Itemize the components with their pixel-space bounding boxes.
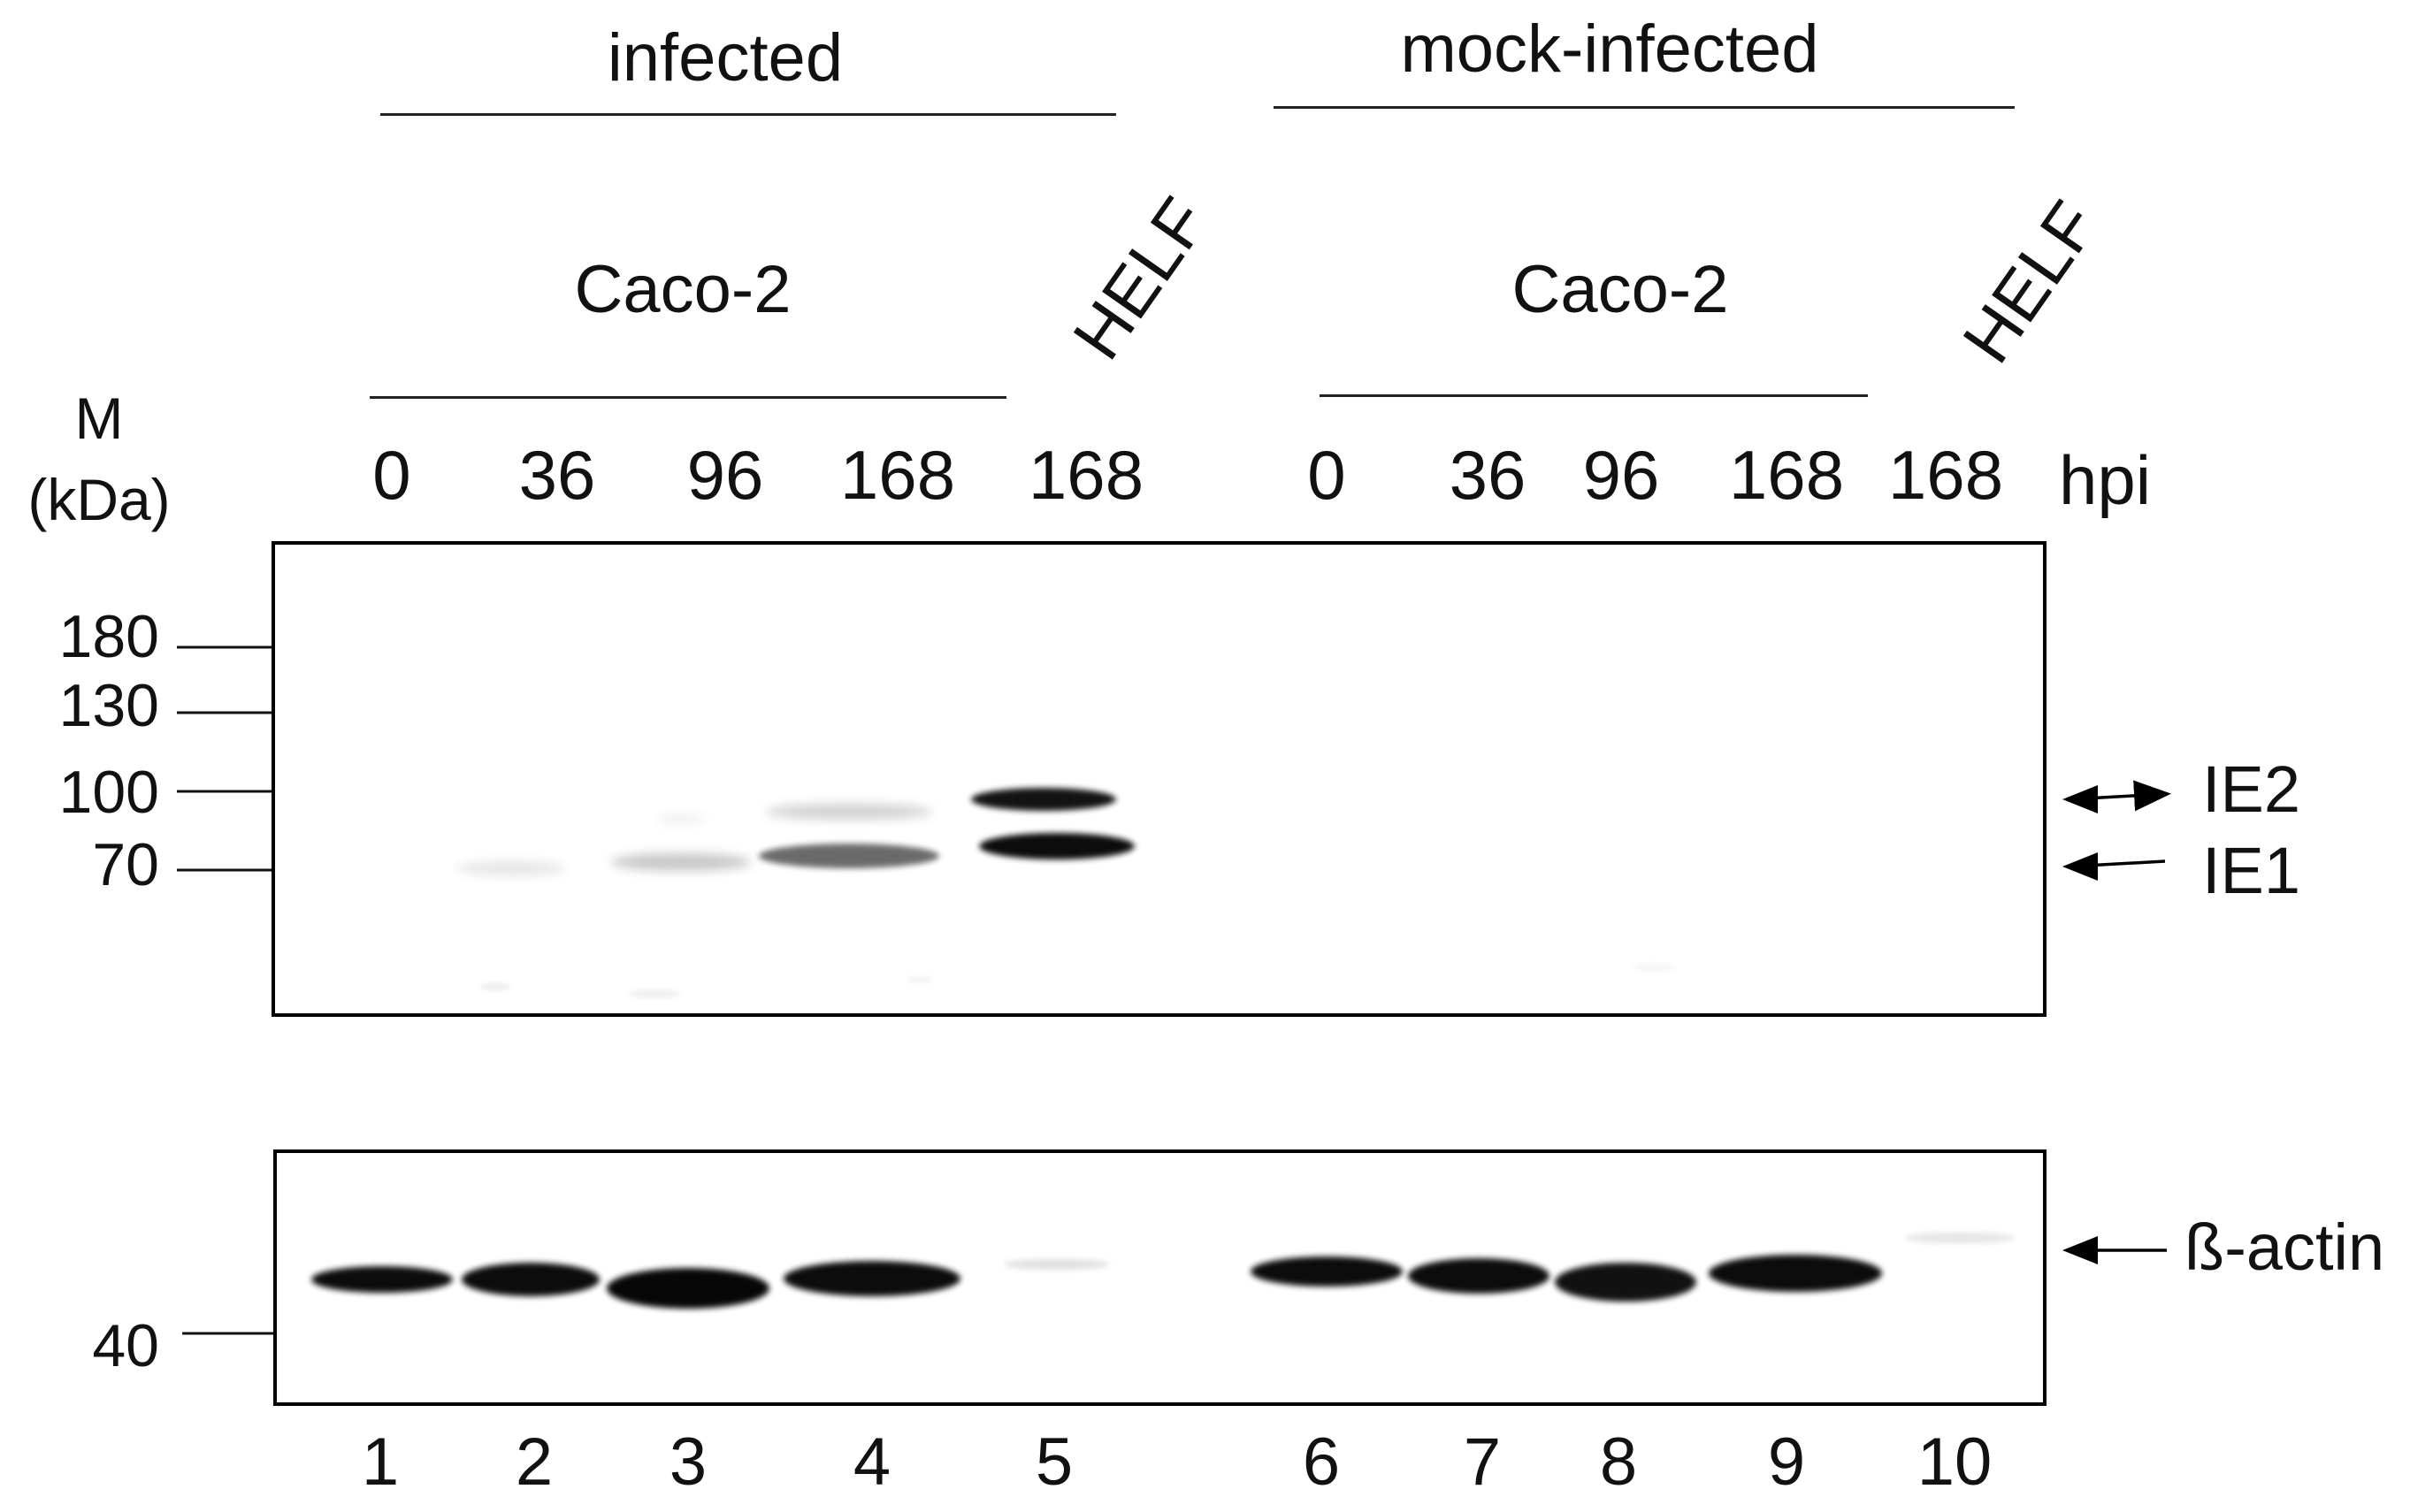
lane-number-2: 2: [515, 1424, 554, 1500]
band-actin: [311, 1233, 2015, 1309]
lane-number-4: 4: [853, 1424, 891, 1500]
marker-label-130: 130: [58, 672, 159, 739]
group-label-mock-infected: mock-infected: [1400, 11, 1819, 87]
cell-line-label-caco2-infected: Caco-2: [574, 252, 792, 327]
time-unit-label: hpi: [2059, 441, 2152, 519]
lane-number-5: 5: [1035, 1424, 1074, 1500]
timepoint-lane-4: 168: [839, 436, 956, 514]
cell-line-line-infected: [370, 396, 1006, 399]
blot-background-specks: [479, 965, 1675, 997]
arrowhead-ie2: [2062, 785, 2098, 813]
lane-number-7: 7: [1463, 1424, 1502, 1500]
lane-number-6: 6: [1302, 1424, 1341, 1500]
timepoint-lane-2: 36: [518, 436, 596, 514]
lane-number-1: 1: [361, 1424, 400, 1500]
lane-number-8: 8: [1599, 1424, 1638, 1500]
marker-header-kda: (kDa): [27, 467, 171, 532]
timepoint-lane-3: 96: [686, 436, 764, 514]
group-line-infected: [380, 113, 1116, 116]
lane-number-10: 10: [1917, 1424, 1993, 1500]
band-label-actin: ß-actin: [2184, 1210, 2385, 1284]
group-label-infected: infected: [607, 20, 844, 95]
cell-line-label-caco2-mock: Caco-2: [1511, 252, 1729, 327]
lane-number-3: 3: [669, 1424, 708, 1500]
band-ie1: [456, 833, 1135, 875]
timepoint-lane-10: 168: [1887, 436, 2004, 514]
marker-label-180: 180: [58, 603, 159, 670]
band-ie2: [656, 788, 1116, 824]
timepoint-lane-8: 96: [1582, 436, 1660, 514]
marker-label-40: 40: [92, 1312, 159, 1379]
group-line-mock-infected: [1274, 106, 2015, 109]
blot-panel-ie: [272, 541, 2047, 1017]
timepoint-lane-7: 36: [1449, 436, 1526, 514]
band-label-ie1: IE1: [2202, 834, 2301, 907]
arrowhead-actin: [2062, 1236, 2098, 1264]
marker-header-m: M: [74, 386, 124, 451]
cell-line-line-mock: [1320, 394, 1868, 397]
timepoint-lane-1: 0: [372, 436, 411, 514]
marker-label-100: 100: [58, 759, 159, 826]
arrowhead-ie1: [2062, 852, 2098, 881]
band-label-ie2: IE2: [2202, 752, 2301, 826]
marker-label-70: 70: [92, 831, 159, 898]
timepoint-lane-6: 0: [1307, 436, 1346, 514]
timepoint-lane-5: 168: [1028, 436, 1144, 514]
timepoint-lane-9: 168: [1728, 436, 1845, 514]
lane-number-9: 9: [1767, 1424, 1806, 1500]
